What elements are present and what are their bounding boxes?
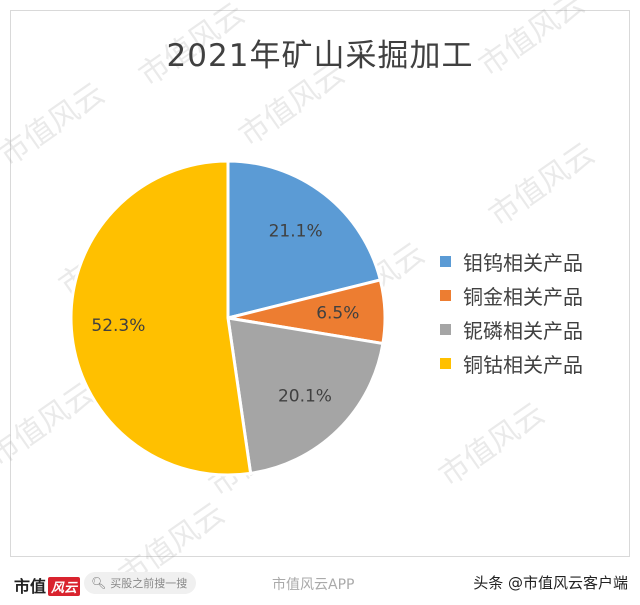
pie-data-label-1: 6.5%: [316, 304, 359, 324]
search-input[interactable]: 🔍︎ 买股之前搜一搜: [84, 572, 196, 594]
pie-chart: 21.1% 6.5% 20.1% 52.3%: [69, 159, 387, 477]
legend-item-0: 钼钨相关产品: [440, 244, 583, 278]
brand-badge: 风云: [48, 577, 81, 596]
legend-item-1: 铜金相关产品: [440, 278, 583, 312]
pie-slice-0: [226, 159, 383, 320]
source-credit: 头条 @市值风云客户端: [473, 574, 628, 592]
legend-swatch: [440, 357, 451, 369]
pie-data-label-3: 52.3%: [91, 316, 145, 336]
legend-label: 铜钴相关产品: [463, 352, 583, 377]
search-placeholder: 买股之前搜一搜: [110, 577, 188, 590]
legend-swatch: [440, 323, 451, 335]
pie-data-label-0: 21.1%: [269, 221, 323, 241]
legend-item-2: 铌磷相关产品: [440, 312, 583, 346]
legend-swatch: [440, 255, 451, 267]
app-watermark-text: 市值风云APP: [272, 577, 355, 593]
chart-legend: 钼钨相关产品 铜金相关产品 铌磷相关产品 铜钴相关产品: [440, 244, 583, 380]
legend-label: 铌磷相关产品: [463, 318, 583, 343]
legend-label: 铜金相关产品: [463, 284, 583, 309]
legend-item-3: 铜钴相关产品: [440, 346, 583, 380]
chart-title: 2021年矿山采掘加工: [166, 38, 474, 74]
footer-bar: 市值 风云 🔍︎ 买股之前搜一搜 市值风云APP 头条 @市值风云客户端: [0, 560, 640, 605]
pie-data-label-2: 20.1%: [278, 386, 332, 406]
brand-logo[interactable]: 市值 风云: [14, 573, 81, 597]
legend-swatch: [440, 289, 451, 301]
pie-slice-3: [69, 159, 253, 477]
pie-slice-2: [226, 316, 385, 476]
search-icon: 🔍︎: [91, 576, 107, 590]
legend-label: 钼钨相关产品: [463, 250, 583, 275]
brand-text: 市值: [14, 577, 47, 596]
